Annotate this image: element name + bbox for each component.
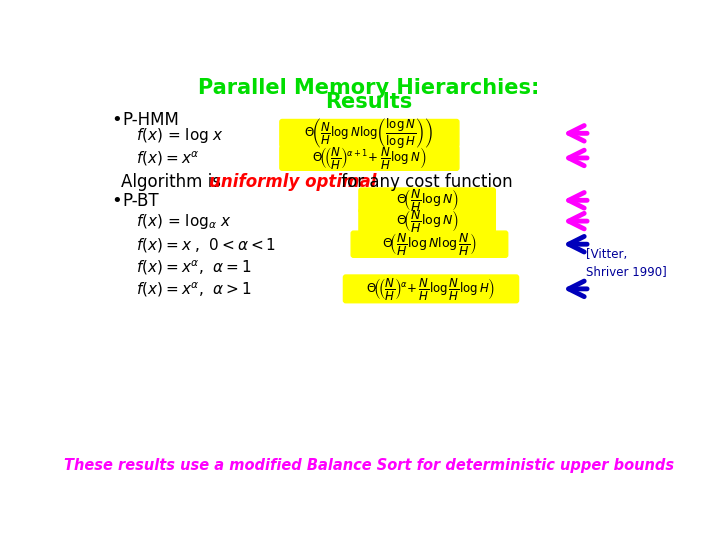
Text: •: • [112,192,122,210]
Text: [Vitter,
Shriver 1990]: [Vitter, Shriver 1990] [586,248,667,279]
Text: P-BT: P-BT [122,192,159,210]
FancyBboxPatch shape [351,231,508,257]
Text: $f(x) = x^{\alpha}$: $f(x) = x^{\alpha}$ [137,150,200,168]
Text: $\Theta\!\left(\dfrac{N}{H}\log N\right)$: $\Theta\!\left(\dfrac{N}{H}\log N\right)… [395,187,459,213]
FancyBboxPatch shape [280,119,459,147]
Text: $\Theta\!\left(\!\left(\dfrac{N}{H}\right)^{\!\alpha+1}\!+\dfrac{N}{H}\log N\rig: $\Theta\!\left(\!\left(\dfrac{N}{H}\righ… [312,145,426,171]
Text: Algorithm is: Algorithm is [121,173,226,191]
Text: Results: Results [325,92,413,112]
Text: $f(x) = x^{\alpha}$,  $\alpha = 1$: $f(x) = x^{\alpha}$, $\alpha = 1$ [137,259,252,278]
Text: $f(x) = x\;$,  $0 < \alpha < 1$: $f(x) = x\;$, $0 < \alpha < 1$ [137,236,276,254]
FancyBboxPatch shape [343,275,518,303]
Text: •: • [112,111,122,129]
Text: for any cost function: for any cost function [336,173,513,191]
FancyBboxPatch shape [280,146,459,170]
Text: $\Theta\!\left(\!\left(\dfrac{N}{H}\right)^{\!\alpha}\!+\dfrac{N}{H}\log\dfrac{N: $\Theta\!\left(\!\left(\dfrac{N}{H}\righ… [366,276,495,302]
Text: $f(x)$ = log$_{\alpha}$ $x$: $f(x)$ = log$_{\alpha}$ $x$ [137,212,232,231]
Text: $f(x)$ = log $x$: $f(x)$ = log $x$ [137,126,225,145]
Text: $f(x) = x^{\alpha}$,  $\alpha > 1$: $f(x) = x^{\alpha}$, $\alpha > 1$ [137,280,252,299]
Text: These results use a modified Balance Sort for deterministic upper bounds: These results use a modified Balance Sor… [64,458,674,472]
Text: uniformly optimal: uniformly optimal [210,173,377,191]
Text: P-HMM: P-HMM [122,111,179,129]
Text: Parallel Memory Hierarchies:: Parallel Memory Hierarchies: [198,78,540,98]
Text: $\Theta\!\left(\dfrac{N}{H}\log N\log\dfrac{N}{H}\right)$: $\Theta\!\left(\dfrac{N}{H}\log N\log\df… [382,231,477,257]
Text: $\Theta\!\left(\dfrac{N}{H}\log N\log\!\left(\dfrac{\log N}{\log H}\right)\right: $\Theta\!\left(\dfrac{N}{H}\log N\log\!\… [305,116,433,150]
Text: $\Theta\!\left(\dfrac{N}{H}\log N\right)$: $\Theta\!\left(\dfrac{N}{H}\log N\right)… [395,208,459,234]
FancyBboxPatch shape [359,188,495,213]
FancyBboxPatch shape [359,209,495,233]
